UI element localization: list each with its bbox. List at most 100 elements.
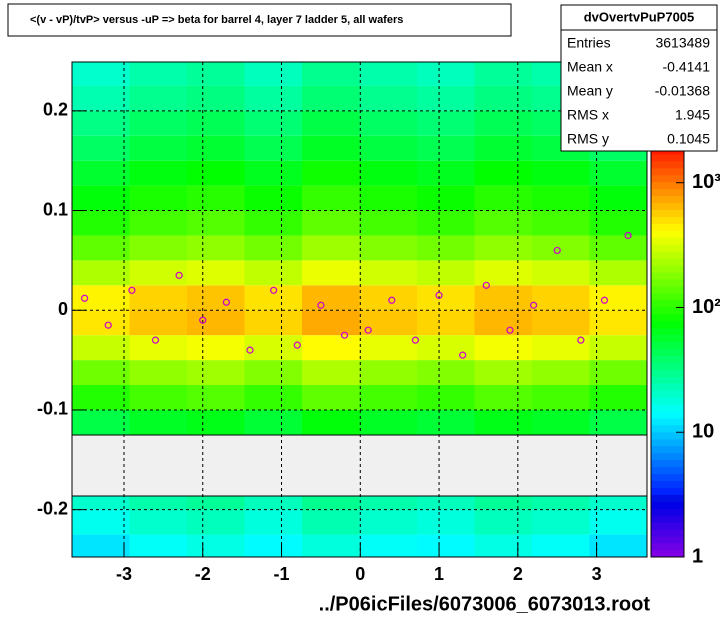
cell — [302, 210, 360, 236]
plot-frame — [71, 61, 648, 558]
color-bar-step — [651, 536, 684, 544]
profile-point — [222, 298, 230, 306]
cell — [244, 260, 302, 286]
cell — [532, 235, 590, 261]
profile-point — [364, 326, 372, 334]
cell — [302, 260, 360, 286]
stats-value: -0.01368 — [655, 83, 710, 99]
grid — [72, 62, 647, 557]
profile-point — [529, 301, 538, 309]
z-tick-label: 10 — [692, 421, 714, 443]
profile-point — [151, 336, 160, 344]
cell — [302, 534, 360, 557]
cell — [589, 385, 647, 410]
z-tick-label: 1 — [692, 545, 703, 567]
cell — [532, 310, 590, 336]
cell — [417, 210, 475, 236]
chart-title: <(v - vP)/tvP> versus -uP => beta for ba… — [30, 14, 403, 26]
cell — [589, 160, 647, 186]
cell — [302, 135, 360, 161]
cell — [532, 409, 590, 435]
cell — [474, 509, 532, 535]
color-bar-step — [651, 292, 684, 301]
profile-point — [317, 301, 325, 309]
cell — [244, 160, 302, 186]
z-tick-label: 10³ — [692, 171, 720, 193]
cell — [589, 185, 647, 211]
color-bar-step — [651, 313, 684, 322]
cell — [417, 509, 475, 535]
cell — [302, 385, 360, 410]
color-bar-step — [651, 362, 684, 370]
color-bar-step — [651, 480, 684, 488]
cell — [72, 385, 130, 410]
color-bar-step — [651, 223, 684, 231]
cell — [302, 409, 360, 435]
cell — [359, 185, 417, 211]
y-tick-label: -0.2 — [37, 498, 68, 518]
x-tick-label: -3 — [116, 564, 132, 584]
profile-point — [577, 336, 585, 344]
color-bar-step — [651, 550, 684, 558]
cell — [72, 335, 130, 361]
cell — [589, 360, 647, 386]
cell — [244, 210, 302, 236]
color-bar-step — [651, 285, 684, 294]
profile-point — [246, 346, 254, 354]
cell — [417, 62, 475, 86]
cell — [359, 285, 417, 311]
cell — [359, 335, 417, 361]
cell — [72, 534, 130, 557]
cell — [129, 185, 187, 211]
cell — [474, 135, 532, 161]
cell — [72, 85, 130, 111]
color-bar-step — [651, 397, 684, 405]
x-tick-label: -2 — [195, 564, 211, 584]
color-bar-step — [651, 452, 684, 461]
cell — [129, 310, 187, 336]
cell — [244, 409, 302, 435]
profile-point — [435, 291, 443, 299]
cell — [417, 160, 475, 186]
cell — [359, 385, 417, 410]
cell — [359, 235, 417, 261]
color-bar-step — [651, 153, 684, 162]
cell — [244, 235, 302, 261]
color-bar-step — [651, 445, 684, 454]
cell — [359, 310, 417, 336]
color-bar-step — [651, 244, 684, 252]
cell — [129, 110, 187, 136]
color-bar-step — [651, 202, 684, 210]
cell — [72, 62, 130, 86]
color-bar-step — [651, 438, 684, 447]
stats-rows: Entries 3613489 Mean x -0.4141 Mean y -0.0136… — [567, 35, 710, 147]
stats-value: 0.1045 — [667, 131, 710, 147]
cell — [474, 160, 532, 186]
cell — [302, 335, 360, 361]
color-bar-step — [651, 494, 684, 502]
cell — [129, 285, 187, 311]
cell — [129, 210, 187, 236]
cell — [417, 110, 475, 136]
cell — [244, 185, 302, 211]
profile-point — [81, 294, 89, 302]
cell — [187, 235, 245, 261]
color-bar-step — [651, 466, 684, 475]
cell — [532, 210, 590, 236]
color-bar-step — [651, 174, 684, 183]
cell — [474, 62, 532, 86]
x-tick-label: 3 — [592, 564, 602, 584]
color-bar-step — [651, 431, 684, 440]
cell — [302, 185, 360, 211]
cell — [187, 285, 245, 311]
profile-point — [482, 281, 490, 289]
cell — [244, 335, 302, 361]
cell — [129, 409, 187, 435]
cell — [72, 135, 130, 161]
cell — [302, 360, 360, 386]
cell — [589, 285, 647, 311]
cell — [302, 110, 360, 136]
cell — [589, 210, 647, 236]
cell — [589, 409, 647, 435]
cell — [474, 409, 532, 435]
